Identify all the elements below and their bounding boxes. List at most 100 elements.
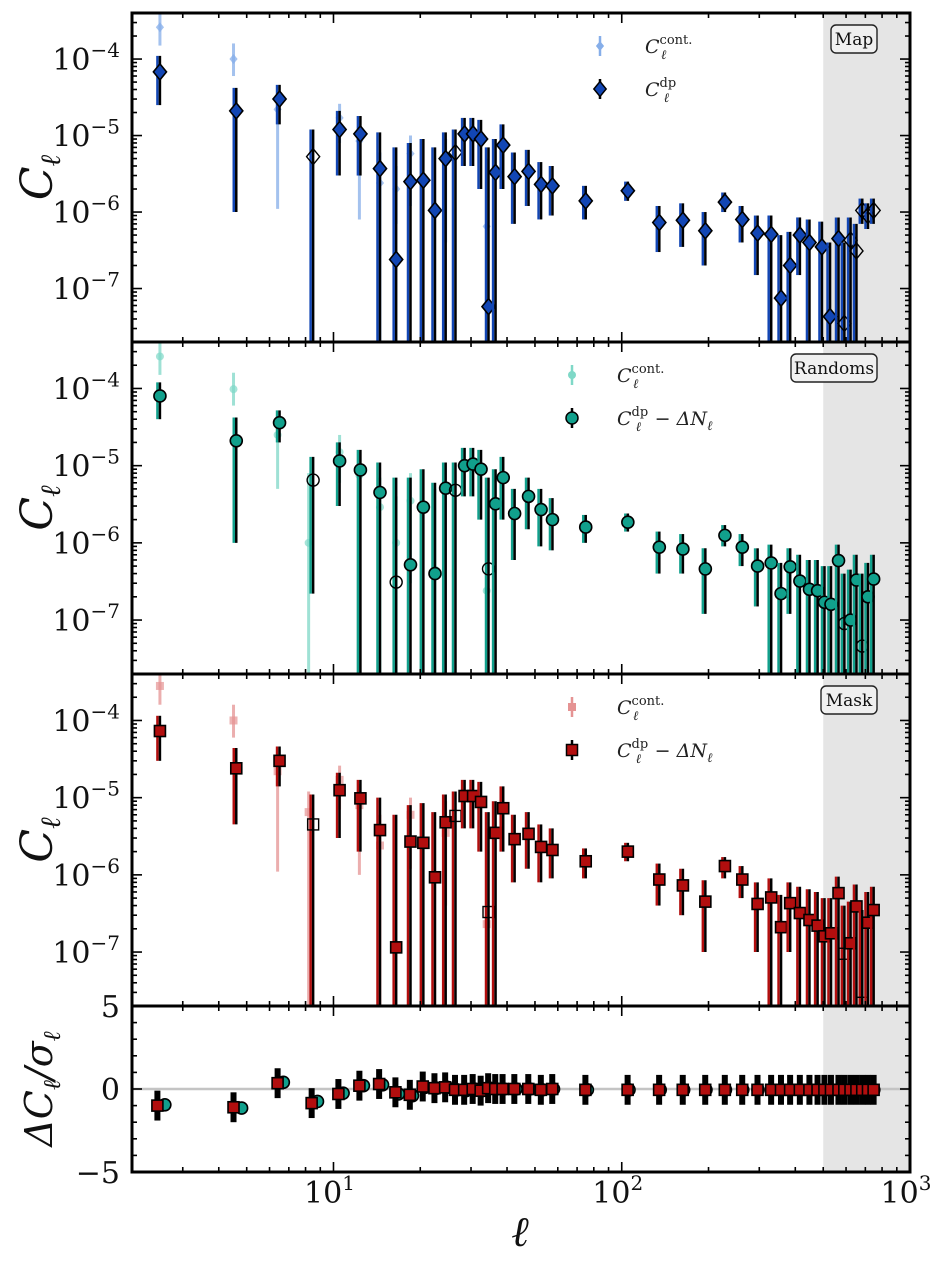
data-point — [155, 22, 165, 33]
data-point — [372, 159, 388, 178]
data-point — [718, 859, 732, 873]
data-point — [653, 873, 666, 886]
data-point — [417, 836, 430, 850]
data-point — [416, 1080, 430, 1093]
series-dp — [152, 55, 882, 342]
data-point — [373, 823, 387, 837]
data-point — [751, 1083, 764, 1097]
data-point — [389, 1086, 402, 1099]
data-point — [620, 181, 636, 200]
data-point — [333, 783, 346, 797]
data-point — [831, 553, 846, 568]
legend-label: Ccont. ℓ — [645, 33, 692, 63]
data-point — [822, 307, 838, 326]
data-point — [718, 1083, 732, 1097]
y-axis-title: ΔCℓ/σℓ — [17, 1031, 66, 1148]
data-point — [495, 135, 511, 155]
data-point — [718, 528, 732, 543]
y-tick-label: 0 — [101, 1073, 120, 1108]
legend-label: Ccont. ℓ — [617, 362, 664, 392]
data-point — [438, 481, 453, 496]
y-axis-title: Cℓ — [12, 485, 67, 531]
x-axis-title: ℓ — [511, 1207, 529, 1256]
data-point — [474, 462, 488, 476]
data-point — [155, 681, 164, 690]
data-point — [271, 1076, 284, 1090]
x-ticks — [131, 674, 911, 1006]
panel-residuals: 5 0 −5 ΔCℓ/σℓ — [17, 990, 912, 1191]
legend-marker — [565, 743, 579, 757]
data-point — [534, 840, 548, 854]
x-tick-label: 101 — [304, 1171, 355, 1211]
data-point — [353, 1079, 366, 1092]
data-point — [354, 792, 367, 805]
data-point — [545, 1082, 559, 1096]
y-axis-title: Cℓ — [12, 817, 67, 863]
data-point — [496, 470, 511, 485]
data-point — [372, 1077, 386, 1091]
data-point — [428, 566, 442, 581]
data-point — [520, 162, 537, 181]
y-tick-label: 10−5 — [52, 115, 120, 155]
data-point — [698, 562, 713, 576]
y-axis: 10−4 10−5 10−6 10−7 — [52, 341, 910, 675]
data-point — [151, 1099, 164, 1112]
x-axis: 101 102 103 — [304, 1171, 931, 1211]
data-point — [866, 201, 882, 220]
data-point — [676, 542, 690, 556]
plot-area — [153, 342, 881, 674]
data-point — [751, 897, 764, 911]
data-point — [227, 1100, 240, 1114]
panel-mask: 10−4 10−5 10−6 10−7 Cℓ Mask Ccont. ℓ Cdp ℓ − ΔNℓ — [12, 672, 912, 1008]
series-dp — [153, 715, 880, 1006]
y-axis: 5 0 −5 — [76, 990, 910, 1191]
data-point — [750, 559, 765, 573]
y-tick-label: 5 — [101, 990, 120, 1025]
data-point — [508, 1082, 521, 1096]
data-point — [489, 826, 502, 840]
data-point — [764, 556, 779, 570]
data-point — [473, 129, 489, 149]
data-point — [304, 808, 313, 817]
data-point — [578, 520, 593, 534]
data-point — [534, 1083, 548, 1097]
data-point — [545, 512, 560, 527]
data-point — [229, 716, 238, 725]
panels-group: 10−4 10−5 10−6 10−7 Cℓ Map Ccont. ℓ Cdp ℓ 10−4 10−5… — [12, 11, 912, 1191]
y-axis-title: Cℓ — [12, 155, 67, 201]
data-point — [782, 256, 798, 275]
y-tick-label: 10−6 — [52, 854, 120, 894]
panel-badge-label: Mask — [826, 691, 873, 711]
data-point — [734, 210, 750, 229]
data-point — [389, 941, 403, 954]
data-point — [579, 854, 593, 868]
legend-marker — [568, 703, 576, 711]
data-point — [676, 879, 690, 892]
data-point — [155, 352, 164, 361]
y-tick-label: 10−5 — [52, 445, 120, 485]
data-point — [735, 1083, 749, 1097]
y-tick-label: 10−7 — [52, 599, 120, 639]
y-tick-label: 10−6 — [52, 522, 120, 562]
data-point — [271, 89, 288, 109]
data-point — [403, 557, 418, 572]
data-point — [331, 120, 348, 139]
legend-marker — [592, 80, 608, 98]
data-point — [416, 500, 431, 514]
data-point — [652, 1083, 666, 1097]
data-point — [229, 385, 238, 394]
data-point — [229, 762, 243, 775]
data-point — [428, 1081, 441, 1095]
legend-label: Cdp ℓ — [645, 76, 676, 106]
plot-area — [152, 13, 882, 342]
data-point — [402, 172, 419, 191]
data-point — [699, 895, 712, 908]
legend: Ccont. ℓ Cdp ℓ — [592, 33, 692, 106]
data-point — [651, 213, 667, 232]
legend-label: Cdp ℓ − ΔNℓ — [617, 405, 713, 435]
data-point — [228, 101, 244, 121]
data-point — [272, 415, 287, 430]
data-point — [306, 818, 320, 831]
panel-randoms: 10−4 10−5 10−6 10−7 Cℓ Randoms Ccont. ℓ Cdp ℓ − Δ… — [12, 340, 912, 676]
